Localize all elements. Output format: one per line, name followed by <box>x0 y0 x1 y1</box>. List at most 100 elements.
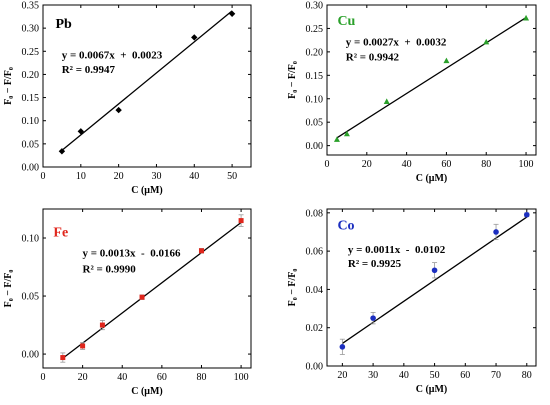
data-point <box>228 10 236 17</box>
data-point <box>523 211 530 218</box>
x-axis-label: C (μM) <box>131 386 163 397</box>
r-squared: R² = 0.9990 <box>83 264 137 276</box>
y-axis-label: F₀ − F/F₀ <box>287 61 298 99</box>
plot-frame <box>42 208 252 369</box>
x-tick-label: 80 <box>196 372 206 383</box>
x-tick-label: 30 <box>368 370 378 381</box>
panel-label: Fe <box>53 225 68 240</box>
y-tick-label: 0.00 <box>306 362 324 373</box>
data-point <box>483 38 490 45</box>
y-tick-label: 0.25 <box>22 47 40 58</box>
y-tick-label: 0.00 <box>22 163 40 174</box>
y-tick-label: 0.30 <box>306 1 324 12</box>
x-tick-label: 0 <box>325 159 330 170</box>
y-axis-label: F₀ − F/F₀ <box>3 67 14 105</box>
x-tick-label: 40 <box>402 159 412 170</box>
y-tick-label: 0.10 <box>22 234 40 245</box>
x-tick-label: 20 <box>78 372 88 383</box>
y-tick-label: 0.05 <box>22 292 40 303</box>
panel-cu: 0 20 40 60 80 100 0.00 0.05 0.10 0.15 0.20 0.25 0.30… <box>287 1 537 184</box>
fit-line <box>61 10 233 151</box>
data-point <box>198 248 204 254</box>
x-tick-label: 80 <box>481 159 491 170</box>
x-tick-label: 40 <box>399 370 409 381</box>
r-squared: R² = 0.9947 <box>62 64 116 76</box>
x-tick-label: 40 <box>189 171 199 182</box>
y-tick-label: 0.35 <box>22 1 40 12</box>
x-tick-label: 20 <box>337 370 347 381</box>
plot-frame <box>326 208 537 367</box>
x-tick-label: 60 <box>460 370 470 381</box>
fit-line <box>336 17 527 139</box>
x-tick-label: 100 <box>234 372 249 383</box>
y-tick-label: 0.06 <box>306 247 324 258</box>
data-point <box>431 267 438 274</box>
data-point <box>523 14 530 21</box>
r-squared: R² = 0.9942 <box>346 52 400 64</box>
x-axis-label: C (μM) <box>131 185 163 196</box>
y-tick-label: 0.20 <box>22 70 40 81</box>
fit-line <box>62 221 242 359</box>
y-tick-label: 0.00 <box>22 350 40 361</box>
data-point <box>443 57 450 64</box>
x-tick-label: 70 <box>491 370 501 381</box>
y-tick-label: 0.25 <box>306 24 324 35</box>
fit-line <box>342 216 528 344</box>
x-tick-label: 80 <box>522 370 532 381</box>
panel-label: Cu <box>337 14 355 29</box>
data-point <box>77 128 85 135</box>
panel-label: Co <box>337 219 354 234</box>
panel-pb: 0 10 20 30 40 50 0.00 0.05 0.10 0.15 0.20 0.25 0.30 0… <box>3 1 252 196</box>
data-point <box>343 130 350 137</box>
data-point <box>60 355 66 361</box>
data-point <box>139 294 145 300</box>
x-tick-label: 20 <box>114 171 124 182</box>
data-point <box>191 34 198 41</box>
x-tick-label: 0 <box>41 372 46 383</box>
y-tick-label: 0.15 <box>22 93 40 104</box>
data-point <box>238 218 244 224</box>
data-point <box>80 343 86 349</box>
y-axis-label: F₀ − F/F₀ <box>3 270 14 308</box>
x-axis-label: C (μM) <box>416 384 448 395</box>
y-tick-label: 0.20 <box>306 47 324 58</box>
data-point <box>370 315 376 321</box>
y-tick-label: 0.00 <box>306 141 324 152</box>
y-tick-label: 0.08 <box>306 208 324 219</box>
fit-equation: y = 0.0067x + 0.0023 <box>62 49 163 61</box>
y-tick-label: 0.04 <box>306 285 324 296</box>
x-tick-label: 10 <box>76 171 86 182</box>
plot-frame <box>326 4 537 156</box>
data-point <box>333 136 340 142</box>
y-tick-label: 0.05 <box>22 139 40 150</box>
y-tick-label: 0.30 <box>22 24 40 35</box>
x-tick-label: 30 <box>151 171 161 182</box>
x-tick-label: 100 <box>519 159 534 170</box>
x-tick-label: 50 <box>430 370 440 381</box>
panel-label: Pb <box>55 17 72 32</box>
fit-equation: y = 0.0013x - 0.0166 <box>83 248 181 260</box>
fit-equation: y = 0.0027x + 0.0032 <box>346 37 447 49</box>
y-axis-label: F₀ − F/F₀ <box>287 269 298 307</box>
panel-co: 20 30 40 50 60 70 80 0.00 0.02 0.04 0.06 0.08 C (μM)… <box>287 208 537 395</box>
fit-equation: y = 0.0011x - 0.0102 <box>348 244 446 256</box>
plot-frame <box>42 4 252 168</box>
r-squared: R² = 0.9925 <box>348 258 402 270</box>
x-tick-label: 0 <box>41 171 46 182</box>
x-tick-label: 60 <box>157 372 167 383</box>
data-point <box>493 229 499 235</box>
x-axis-label: C (μM) <box>416 173 448 184</box>
x-tick-label: 20 <box>362 159 372 170</box>
data-point <box>383 98 390 104</box>
y-tick-label: 0.05 <box>306 118 324 129</box>
panel-fe: 0 20 40 60 80 100 0.00 0.05 0.10 C (μM) F₀ − F/F₀ F… <box>3 208 252 397</box>
data-point <box>115 106 122 114</box>
x-tick-label: 60 <box>441 159 451 170</box>
data-point <box>58 148 66 155</box>
y-tick-label: 0.15 <box>306 71 324 82</box>
y-tick-label: 0.10 <box>306 94 324 105</box>
x-tick-label: 50 <box>227 171 237 182</box>
data-point <box>339 344 346 350</box>
y-tick-label: 0.10 <box>22 116 40 127</box>
